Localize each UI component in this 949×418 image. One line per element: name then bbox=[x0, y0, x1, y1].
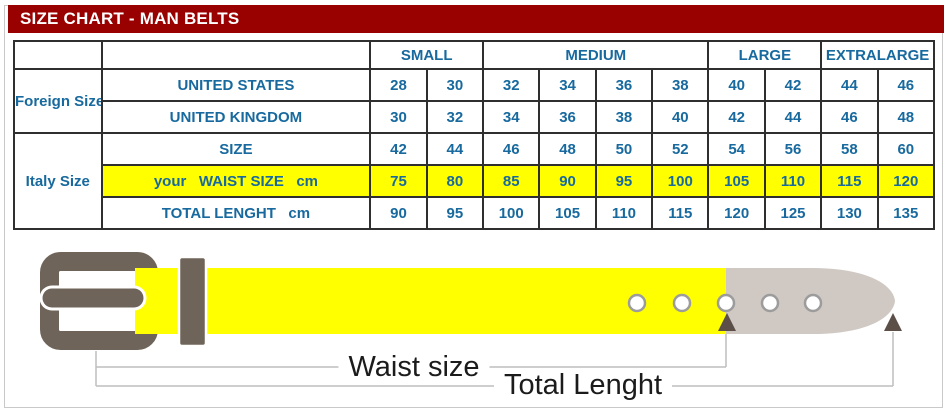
size-cell: 95 bbox=[594, 164, 654, 198]
size-cell: 32 bbox=[482, 68, 541, 102]
col-header-extralarge: EXTRALARGE bbox=[820, 40, 935, 70]
size-cell: 42 bbox=[369, 132, 428, 166]
corner-cell bbox=[13, 40, 103, 70]
size-cell: 44 bbox=[425, 132, 485, 166]
size-cell: 48 bbox=[876, 100, 936, 134]
size-cell: 60 bbox=[876, 132, 936, 166]
page-title: SIZE CHART - MAN BELTS bbox=[20, 9, 240, 28]
row-label-united-states: UNITED STATES bbox=[100, 68, 372, 102]
size-cell: 48 bbox=[538, 132, 597, 166]
size-cell: 54 bbox=[707, 132, 766, 166]
size-cell: 28 bbox=[369, 68, 428, 102]
col-header-small: SMALL bbox=[369, 40, 485, 70]
size-cell: 105 bbox=[707, 164, 766, 198]
size-cell: 42 bbox=[763, 68, 823, 102]
size-cell: 36 bbox=[538, 100, 597, 134]
size-cell: 58 bbox=[820, 132, 879, 166]
size-cell: 115 bbox=[651, 196, 710, 230]
size-cell: 135 bbox=[876, 196, 936, 230]
size-cell: 90 bbox=[369, 196, 428, 230]
size-cell: 130 bbox=[820, 196, 879, 230]
size-cell: 120 bbox=[707, 196, 766, 230]
size-cell: 80 bbox=[425, 164, 485, 198]
table-row-total-length: TOTAL LENGHT cm 90 95 100 105 110 115 12… bbox=[14, 196, 936, 230]
size-cell: 100 bbox=[651, 164, 710, 198]
row-group-foreign-size: Foreign Size bbox=[13, 68, 103, 134]
size-cell: 42 bbox=[707, 100, 766, 134]
size-cell: 36 bbox=[594, 68, 654, 102]
size-cell: 110 bbox=[763, 164, 823, 198]
size-cell: 44 bbox=[820, 68, 879, 102]
waist-size-label: Waist size bbox=[338, 352, 490, 383]
size-cell: 125 bbox=[763, 196, 823, 230]
size-cell: 95 bbox=[425, 196, 485, 230]
total-length-label: Total Lenght bbox=[493, 370, 673, 401]
size-cell: 110 bbox=[594, 196, 654, 230]
size-cell: 30 bbox=[425, 68, 485, 102]
size-cell: 75 bbox=[369, 164, 428, 198]
size-cell: 40 bbox=[651, 100, 710, 134]
size-cell: 115 bbox=[820, 164, 879, 198]
table-row-waist-size: your WAIST SIZE cm 75 80 85 90 95 100 10… bbox=[14, 164, 936, 198]
size-cell: 85 bbox=[482, 164, 541, 198]
col-header-medium: MEDIUM bbox=[482, 40, 710, 70]
row-label-waist-size: your WAIST SIZE cm bbox=[100, 164, 372, 198]
row-label-total-length: TOTAL LENGHT cm bbox=[100, 196, 372, 230]
corner-cell bbox=[100, 40, 372, 70]
size-cell: 34 bbox=[482, 100, 541, 134]
size-cell: 46 bbox=[820, 100, 879, 134]
size-cell: 38 bbox=[651, 68, 710, 102]
table-row-united-kingdom: UNITED KINGDOM 30 32 34 36 38 40 42 44 4… bbox=[14, 100, 936, 134]
row-label-size: SIZE bbox=[100, 132, 372, 166]
size-cell: 46 bbox=[876, 68, 936, 102]
row-label-united-kingdom: UNITED KINGDOM bbox=[100, 100, 372, 134]
table-header-row: SMALL MEDIUM LARGE EXTRALARGE bbox=[13, 40, 935, 70]
row-group-italy-size: Italy Size bbox=[13, 132, 103, 230]
size-cell: 90 bbox=[538, 164, 597, 198]
size-cell: 50 bbox=[594, 132, 654, 166]
size-cell: 105 bbox=[538, 196, 597, 230]
size-cell: 120 bbox=[876, 164, 936, 198]
size-cell: 34 bbox=[538, 68, 597, 102]
size-chart-table: SMALL MEDIUM LARGE EXTRALARGE Foreign Si… bbox=[13, 40, 936, 230]
size-cell: 100 bbox=[482, 196, 541, 230]
size-cell: 52 bbox=[651, 132, 710, 166]
size-cell: 40 bbox=[707, 68, 766, 102]
size-cell: 46 bbox=[482, 132, 541, 166]
size-cell: 44 bbox=[763, 100, 823, 134]
size-cell: 30 bbox=[369, 100, 428, 134]
size-cell: 56 bbox=[763, 132, 823, 166]
col-header-large: LARGE bbox=[707, 40, 823, 70]
title-bar: SIZE CHART - MAN BELTS bbox=[8, 5, 944, 33]
size-cell: 32 bbox=[425, 100, 485, 134]
size-cell: 38 bbox=[594, 100, 654, 134]
table-row-size: Italy Size SIZE 42 44 46 48 50 52 54 56 … bbox=[13, 132, 936, 230]
table-row-united-states: Foreign Size UNITED STATES 28 30 32 34 3… bbox=[13, 68, 936, 134]
